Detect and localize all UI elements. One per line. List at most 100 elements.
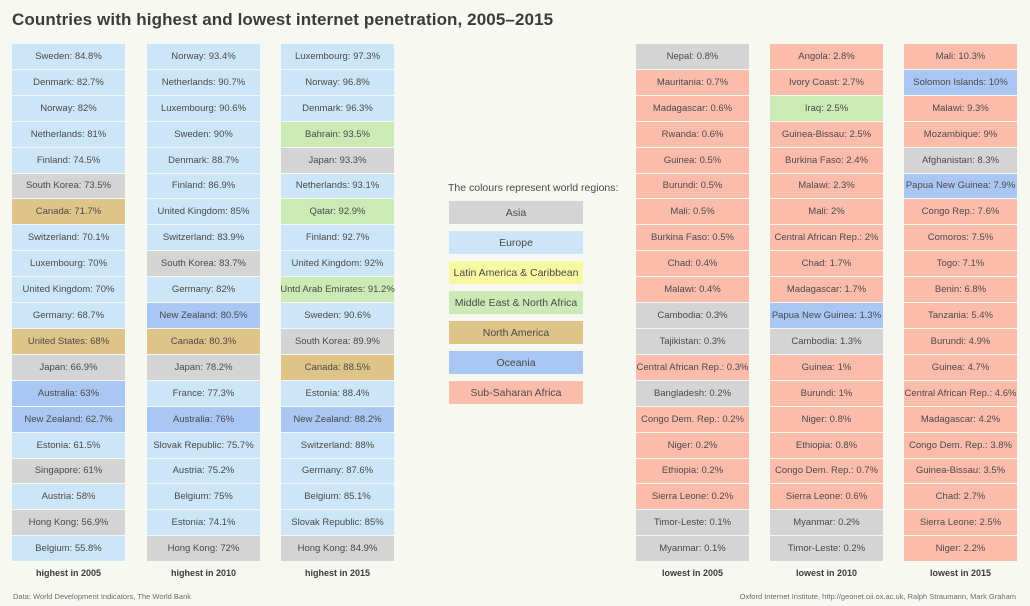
country-cell: Guinea: 0.5% bbox=[636, 147, 749, 173]
legend-swatch-asia: Asia bbox=[449, 201, 583, 224]
ranking-column: Mali: 10.3% Solomon Islands: 10% Malawi: 9… bbox=[904, 44, 1017, 578]
country-cell: Madagascar: 4.2% bbox=[904, 406, 1017, 432]
column-cells: Norway: 93.4% Netherlands: 90.7% Luxembour… bbox=[147, 44, 260, 562]
legend-swatches: Asia Europe Latin America & Caribbean Middl… bbox=[449, 201, 583, 404]
legend-swatch-oceania: Oceania bbox=[449, 351, 583, 374]
column-cells: Angola: 2.8% Ivory Coast: 2.7% Iraq: 2.5% G… bbox=[770, 44, 883, 562]
country-cell: Canada: 71.7% bbox=[12, 199, 125, 225]
country-cell: Sweden: 90.6% bbox=[281, 303, 394, 328]
ranking-column: Luxembourg: 97.3% Norway: 96.8% Denmark: 9… bbox=[280, 44, 395, 578]
country-cell: Japan: 66.9% bbox=[12, 354, 125, 380]
country-cell: South Korea: 73.5% bbox=[12, 173, 125, 199]
country-cell: Luxembourg: 97.3% bbox=[281, 44, 394, 69]
country-cell: Finland: 74.5% bbox=[12, 147, 125, 173]
country-cell: Solomon Islands: 10% bbox=[904, 69, 1017, 95]
legend-swatch-ssa: Sub-Saharan Africa bbox=[449, 381, 583, 404]
country-cell: Tajikistan: 0.3% bbox=[636, 328, 749, 354]
country-cell: United States: 68% bbox=[12, 328, 125, 354]
country-cell: Austria: 58% bbox=[12, 484, 125, 510]
country-cell: Benin: 6.8% bbox=[904, 277, 1017, 303]
country-cell: Sweden: 84.8% bbox=[12, 44, 125, 69]
country-cell: Sierra Leone: 0.6% bbox=[770, 484, 883, 510]
country-cell: Denmark: 88.7% bbox=[147, 147, 260, 173]
country-cell: Mozambique: 9% bbox=[904, 121, 1017, 147]
country-cell: Malawi: 2.3% bbox=[770, 173, 883, 199]
country-cell: Ethiopia: 0.2% bbox=[636, 458, 749, 484]
country-cell: Nepal: 0.8% bbox=[636, 44, 749, 69]
country-cell: Angola: 2.8% bbox=[770, 44, 883, 69]
country-cell: Belgium: 85.1% bbox=[281, 484, 394, 510]
country-cell: Finland: 86.9% bbox=[147, 173, 260, 199]
country-cell: Luxembourg: 90.6% bbox=[147, 95, 260, 121]
country-cell: Chad: 2.7% bbox=[904, 484, 1017, 510]
legend-swatch-north_america: North America bbox=[449, 321, 583, 344]
country-cell: Australia: 63% bbox=[12, 380, 125, 406]
country-cell: Niger: 2.2% bbox=[904, 536, 1017, 562]
country-cell: New Zealand: 62.7% bbox=[12, 406, 125, 432]
country-cell: Estonia: 74.1% bbox=[147, 510, 260, 536]
legend-swatch-mena: Middle East & North Africa bbox=[449, 291, 583, 314]
country-cell: Congo Dem. Rep.: 3.8% bbox=[904, 432, 1017, 458]
region-legend: The colours represent world regions: Asi… bbox=[448, 182, 619, 411]
country-cell: Togo: 7.1% bbox=[904, 251, 1017, 277]
country-cell: Belgium: 75% bbox=[147, 484, 260, 510]
country-cell: United Kingdom: 92% bbox=[281, 251, 394, 277]
country-cell: Germany: 87.6% bbox=[281, 458, 394, 484]
country-cell: Guinea-Bissau: 3.5% bbox=[904, 458, 1017, 484]
column-label: highest in 2015 bbox=[304, 568, 371, 578]
column-label: highest in 2005 bbox=[35, 568, 102, 578]
country-cell: Denmark: 82.7% bbox=[12, 69, 125, 95]
ranking-column: Angola: 2.8% Ivory Coast: 2.7% Iraq: 2.5% G… bbox=[770, 44, 883, 578]
country-cell: Papua New Guinea: 1.3% bbox=[770, 303, 883, 328]
country-cell: Bahrain: 93.5% bbox=[281, 121, 394, 147]
country-cell: Madagascar: 1.7% bbox=[770, 277, 883, 303]
country-cell: Mauritania: 0.7% bbox=[636, 69, 749, 95]
country-cell: Denmark: 96.3% bbox=[281, 95, 394, 121]
country-cell: Ethiopia: 0.8% bbox=[770, 432, 883, 458]
country-cell: Switzerland: 88% bbox=[281, 432, 394, 458]
country-cell: Singapore: 61% bbox=[12, 458, 125, 484]
country-cell: Cambodia: 0.3% bbox=[636, 303, 749, 328]
country-cell: Bangladesh: 0.2% bbox=[636, 380, 749, 406]
country-cell: United Kingdom: 70% bbox=[12, 277, 125, 303]
country-cell: Guinea-Bissau: 2.5% bbox=[770, 121, 883, 147]
country-cell: Afghanistan: 8.3% bbox=[904, 147, 1017, 173]
country-cell: Niger: 0.2% bbox=[636, 432, 749, 458]
country-cell: Chad: 0.4% bbox=[636, 251, 749, 277]
country-cell: Mali: 0.5% bbox=[636, 199, 749, 225]
country-cell: South Korea: 83.7% bbox=[147, 251, 260, 277]
country-cell: Ivory Coast: 2.7% bbox=[770, 69, 883, 95]
country-cell: Burundi: 1% bbox=[770, 380, 883, 406]
country-cell: Hong Kong: 72% bbox=[147, 536, 260, 562]
country-cell: Central African Rep.: 0.3% bbox=[636, 354, 749, 380]
country-cell: Japan: 93.3% bbox=[281, 147, 394, 173]
country-cell: Timor-Leste: 0.1% bbox=[636, 510, 749, 536]
column-cells: Sweden: 84.8% Denmark: 82.7% Norway: 82% Ne… bbox=[12, 44, 125, 562]
country-cell: Norway: 82% bbox=[12, 95, 125, 121]
country-cell: Niger: 0.8% bbox=[770, 406, 883, 432]
country-cell: Luxembourg: 70% bbox=[12, 251, 125, 277]
country-cell: Mali: 2% bbox=[770, 199, 883, 225]
country-cell: Central African Rep.: 2% bbox=[770, 225, 883, 251]
country-cell: Chad: 1.7% bbox=[770, 251, 883, 277]
country-cell: Hong Kong: 84.9% bbox=[281, 536, 394, 562]
country-cell: Sweden: 90% bbox=[147, 121, 260, 147]
country-cell: Madagascar: 0.6% bbox=[636, 95, 749, 121]
legend-title: The colours represent world regions: bbox=[448, 182, 619, 194]
country-cell: Congo Dem. Rep.: 0.2% bbox=[636, 406, 749, 432]
country-cell: Norway: 93.4% bbox=[147, 44, 260, 69]
country-cell: Hong Kong: 56.9% bbox=[12, 510, 125, 536]
country-cell: Cambodia: 1.3% bbox=[770, 328, 883, 354]
country-cell: Mali: 10.3% bbox=[904, 44, 1017, 69]
country-cell: New Zealand: 88.2% bbox=[281, 406, 394, 432]
data-source-note: Data: World Development Indicators, The … bbox=[13, 592, 192, 601]
country-cell: Congo Dem. Rep.: 0.7% bbox=[770, 458, 883, 484]
column-cells: Mali: 10.3% Solomon Islands: 10% Malawi: 9… bbox=[904, 44, 1017, 562]
country-cell: Netherlands: 93.1% bbox=[281, 173, 394, 199]
country-cell: Burundi: 0.5% bbox=[636, 173, 749, 199]
country-cell: Burkina Faso: 2.4% bbox=[770, 147, 883, 173]
country-cell: Congo Rep.: 7.6% bbox=[904, 199, 1017, 225]
country-cell: Burkina Faso: 0.5% bbox=[636, 225, 749, 251]
country-cell: Canada: 88.5% bbox=[281, 354, 394, 380]
